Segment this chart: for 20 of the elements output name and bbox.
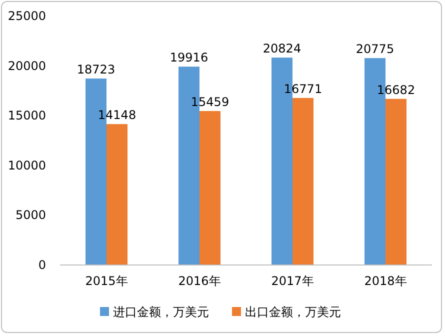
y-tick-label: 25000 bbox=[8, 9, 46, 23]
y-tick-label: 10000 bbox=[8, 158, 46, 172]
bar bbox=[292, 98, 314, 265]
bar bbox=[386, 98, 406, 265]
x-tick-label: 2016年 bbox=[178, 274, 221, 288]
bar bbox=[200, 111, 220, 265]
x-tick-label: 2018年 bbox=[364, 274, 407, 288]
x-tick-label: 2017年 bbox=[271, 274, 314, 288]
legend-label: 进口金额，万美元 bbox=[113, 305, 209, 319]
x-tick-label: 2015年 bbox=[85, 274, 128, 288]
bar bbox=[106, 124, 128, 265]
y-tick-label: 20000 bbox=[8, 58, 46, 73]
y-tick-label: 5000 bbox=[15, 208, 46, 222]
data-label: 19916 bbox=[170, 50, 208, 65]
y-tick-label: 0 bbox=[38, 258, 46, 272]
legend-label: 出口金额，万美元 bbox=[245, 305, 341, 319]
data-label: 20775 bbox=[356, 42, 394, 56]
data-label: 20824 bbox=[262, 42, 302, 56]
data-label: 18723 bbox=[76, 62, 116, 77]
y-tick-label: 15000 bbox=[8, 108, 46, 123]
